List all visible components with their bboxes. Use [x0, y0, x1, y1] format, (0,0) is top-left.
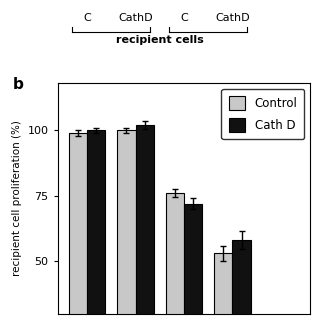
Legend: Control, Cath D: Control, Cath D: [221, 89, 305, 139]
Bar: [69, 133, 87, 320]
Bar: [117, 130, 136, 320]
Bar: [166, 193, 184, 320]
Bar: [87, 130, 105, 320]
Text: C: C: [83, 13, 91, 23]
Text: CathD: CathD: [118, 13, 153, 23]
Bar: [214, 253, 232, 320]
Bar: [184, 204, 202, 320]
Text: recipient cells: recipient cells: [116, 35, 204, 45]
Bar: [136, 125, 154, 320]
Y-axis label: recipient cell proliferation (%): recipient cell proliferation (%): [12, 120, 22, 276]
Text: C: C: [180, 13, 188, 23]
Text: CathD: CathD: [215, 13, 250, 23]
Bar: [232, 240, 251, 320]
Text: b: b: [13, 77, 24, 92]
